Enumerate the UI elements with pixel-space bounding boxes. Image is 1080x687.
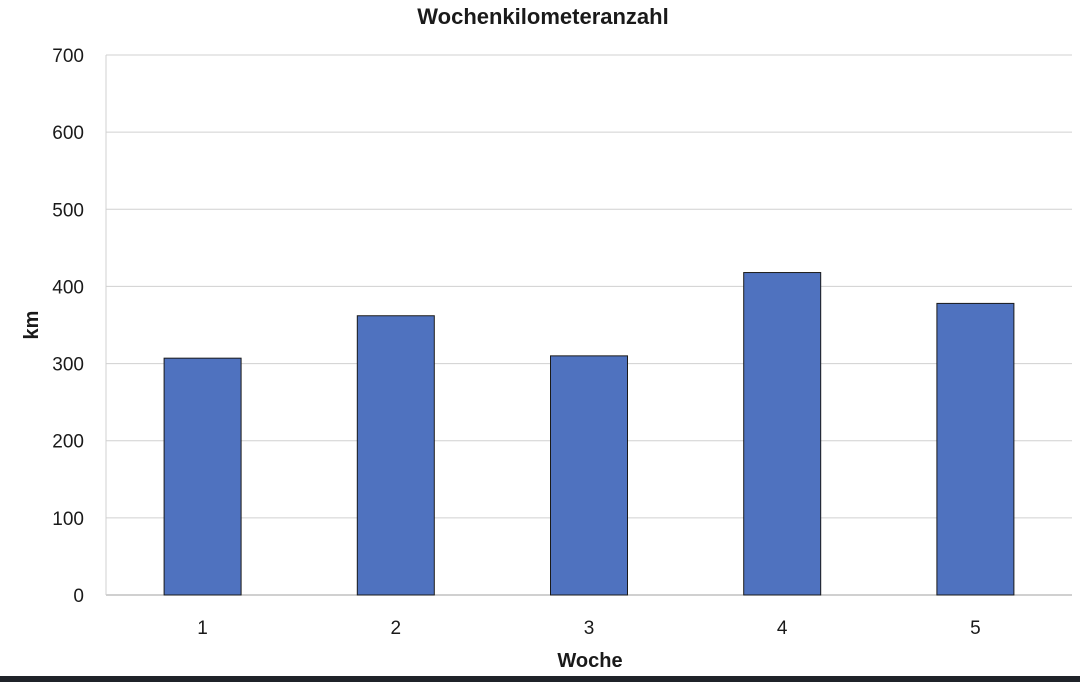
y-tick-label: 300 [52, 355, 84, 376]
y-tick-label: 0 [73, 586, 84, 607]
x-axis-ticks: 1 2 3 4 5 [197, 618, 980, 639]
x-tick-label: 1 [197, 618, 208, 639]
y-axis-title: km [21, 311, 43, 340]
y-tick-label: 500 [52, 200, 84, 221]
chart-title: Wochenkilometeranzahl [417, 4, 668, 29]
bar-week-2 [356, 315, 435, 596]
y-tick-label: 100 [52, 509, 84, 530]
y-tick-label: 200 [52, 432, 84, 453]
y-tick-label: 700 [52, 46, 84, 67]
x-tick-label: 3 [584, 618, 595, 639]
x-tick-label: 2 [391, 618, 402, 639]
y-tick-label: 600 [52, 123, 84, 144]
bars [163, 272, 1015, 596]
x-tick-label: 4 [777, 618, 788, 639]
bar-week-1 [163, 357, 242, 596]
bar-week-5 [936, 302, 1015, 596]
y-tick-label: 400 [52, 277, 84, 298]
x-axis-title: Woche [557, 650, 622, 672]
y-axis-ticks: 0 100 200 300 400 500 600 700 [52, 46, 84, 607]
bottom-edge-bar [0, 676, 1080, 682]
x-tick-label: 5 [970, 618, 981, 639]
bar-week-4 [743, 272, 822, 596]
bar-week-3 [550, 355, 628, 596]
